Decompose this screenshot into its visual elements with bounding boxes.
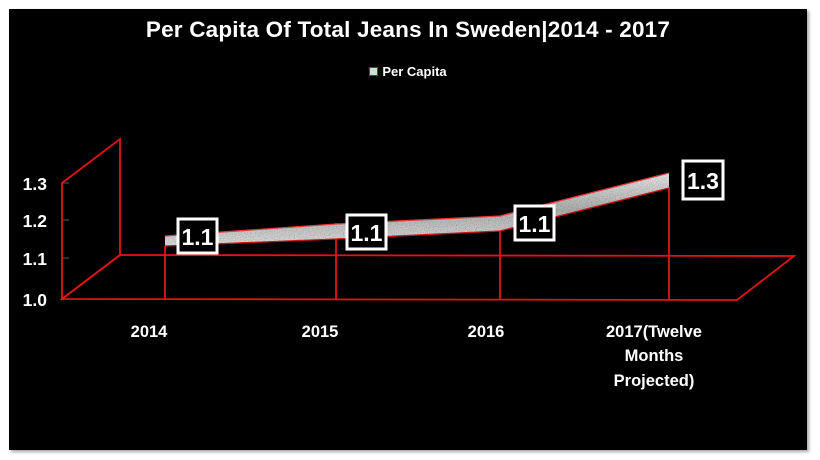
- svg-text:2015: 2015: [302, 323, 339, 341]
- svg-text:1.1: 1.1: [182, 224, 214, 250]
- svg-text:2014: 2014: [131, 323, 169, 341]
- svg-text:Projected): Projected): [614, 372, 695, 390]
- svg-text:1.3: 1.3: [687, 168, 719, 194]
- svg-text:1.1: 1.1: [351, 220, 383, 246]
- svg-text:1.3: 1.3: [23, 174, 48, 194]
- svg-text:Months: Months: [625, 347, 684, 365]
- svg-text:2017(Twelve: 2017(Twelve: [606, 323, 702, 341]
- svg-text:1.2: 1.2: [23, 211, 48, 231]
- svg-text:1.1: 1.1: [23, 249, 48, 269]
- svg-text:1.1: 1.1: [519, 211, 551, 237]
- svg-text:1.0: 1.0: [23, 290, 48, 310]
- svg-text:2016: 2016: [468, 323, 505, 341]
